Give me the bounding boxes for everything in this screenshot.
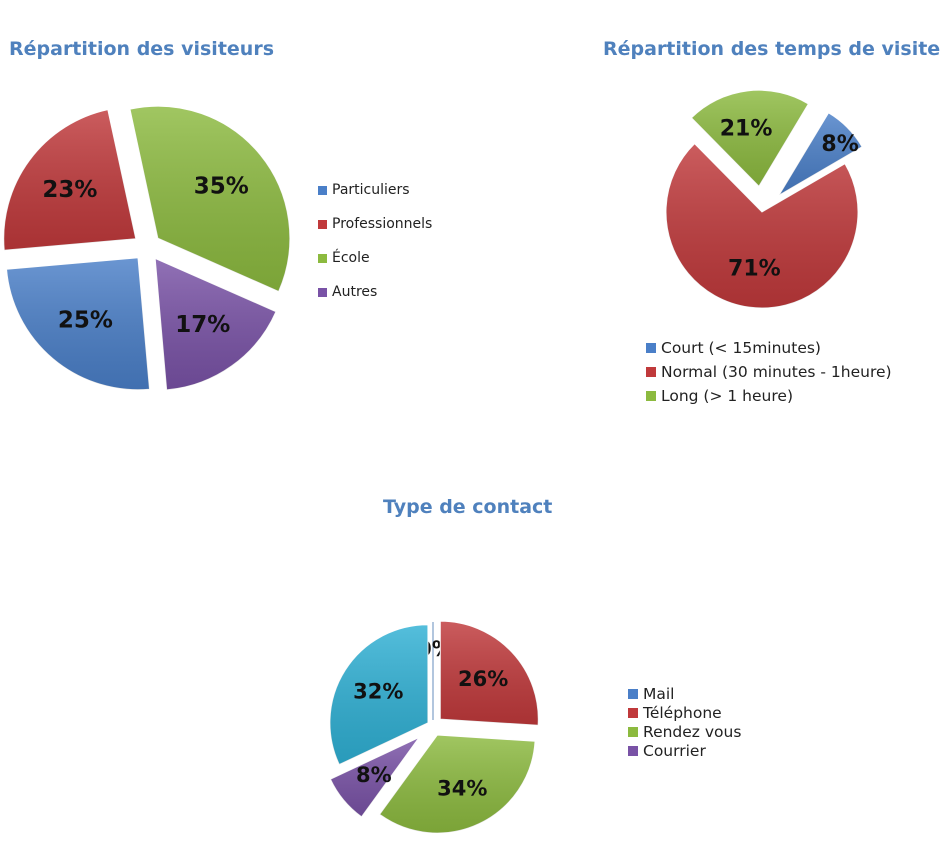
pie-slice-shade-ecole <box>129 106 290 292</box>
legend-item: Courrier <box>628 741 741 760</box>
data-label-long-1-heure: 21% <box>720 116 773 141</box>
legend-swatch <box>646 367 656 377</box>
legend-label: Courrier <box>643 741 706 760</box>
legend-visitors: Particuliers Professionnels École Autres <box>318 173 432 309</box>
data-label-slice-4: 32% <box>353 679 403 703</box>
pie-slice-shade-normal-30-minutes-1heure <box>666 143 859 309</box>
pie-slice-shade-rendez-vous <box>379 735 536 834</box>
pie-visitors: 25% 23% 35% 17% <box>3 105 291 391</box>
legend-label: École <box>332 250 370 266</box>
legend-swatch <box>628 745 638 756</box>
pie-slice-shade-telephone <box>440 621 539 726</box>
data-label-telephone: 26% <box>458 667 508 691</box>
data-label-particuliers: 25% <box>58 307 113 333</box>
chart-title-visit-duration: Répartition des temps de visite <box>603 38 941 60</box>
legend-swatch <box>318 219 327 229</box>
data-label-professionnels: 23% <box>42 177 97 203</box>
legend-swatch <box>318 253 327 263</box>
legend-item: Normal (30 minutes - 1heure) <box>646 360 892 384</box>
chart-title-visitors: Répartition des visiteurs <box>9 38 274 60</box>
pie-slice-shade-slice-4 <box>329 624 428 765</box>
legend-swatch <box>318 287 327 297</box>
legend-swatch <box>646 391 656 401</box>
legend-item: Mail <box>628 684 741 703</box>
data-label-rendez-vous: 34% <box>437 776 487 800</box>
legend-swatch <box>628 726 638 737</box>
legend-swatch <box>628 688 638 699</box>
legend-item: Professionnels <box>318 207 432 241</box>
legend-swatch <box>318 185 327 195</box>
pie-slice-shade-professionnels <box>3 109 136 251</box>
pie-visit-duration: 8% 71% 21% <box>665 89 863 309</box>
legend-label: Autres <box>332 284 378 300</box>
data-label-ecole: 35% <box>194 173 249 199</box>
data-label-normal-30-minutes-1heure: 71% <box>728 257 781 282</box>
data-label-court-15minutes: 8% <box>821 132 858 157</box>
legend-item: Court (< 15minutes) <box>646 336 892 360</box>
pie-slice-shade-long-1-heure <box>691 90 809 187</box>
pie-slice-shade-court-15minutes <box>779 112 863 196</box>
pie-slice-shade-courrier <box>330 737 420 817</box>
pie-slice-shade-particuliers <box>6 257 150 390</box>
legend-label: Particuliers <box>332 182 410 198</box>
legend-item: École <box>318 241 432 275</box>
data-label-autres: 17% <box>175 312 230 338</box>
legend-swatch <box>628 707 638 718</box>
legend-item: Téléphone <box>628 703 741 722</box>
chart-title-contact-type: Type de contact <box>383 496 553 518</box>
legend-visit-duration: Court (< 15minutes) Normal (30 minutes - … <box>646 336 892 408</box>
legend-label: Normal (30 minutes - 1heure) <box>661 363 892 381</box>
legend-label: Rendez vous <box>643 722 742 741</box>
data-label-courrier: 8% <box>356 763 392 787</box>
pie-slice-shade-autres <box>155 258 276 390</box>
legend-item: Particuliers <box>318 173 432 207</box>
legend-swatch <box>646 343 656 353</box>
legend-item: Long (> 1 heure) <box>646 384 892 408</box>
legend-contact-type: Mail Téléphone Rendez vous Courrier <box>628 684 741 760</box>
legend-label: Mail <box>643 684 675 703</box>
pie-contact-type: 0%26%34%8%32% <box>329 620 539 834</box>
legend-label: Court (< 15minutes) <box>661 339 821 357</box>
legend-label: Professionnels <box>332 216 433 232</box>
legend-item: Rendez vous <box>628 722 741 741</box>
legend-label: Téléphone <box>643 703 722 722</box>
legend-label: Long (> 1 heure) <box>661 387 793 405</box>
legend-item: Autres <box>318 275 432 309</box>
